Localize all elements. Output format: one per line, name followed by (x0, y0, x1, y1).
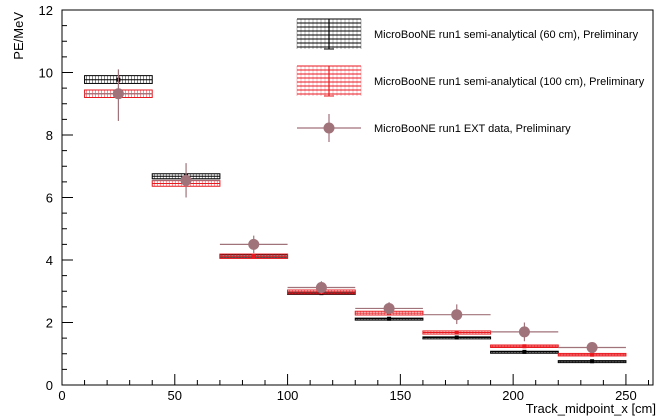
legend-entry: MicroBooNE run1 semi-analytical (100 cm)… (296, 65, 645, 97)
legend-label: MicroBooNE run1 semi-analytical (60 cm),… (374, 29, 639, 41)
legend-entry: MicroBooNE run1 EXT data, Preliminary (297, 114, 571, 142)
plot-area (84, 69, 627, 364)
data-point (557, 352, 627, 357)
legend-label: MicroBooNE run1 semi-analytical (100 cm)… (374, 76, 645, 88)
y-tick-label: 2 (46, 316, 53, 331)
data-point (557, 359, 627, 364)
data-point (490, 322, 559, 342)
data-marker (315, 282, 327, 293)
data-point (490, 344, 559, 349)
legend: MicroBooNE run1 semi-analytical (60 cm),… (296, 18, 645, 142)
x-tick-label: 50 (168, 388, 182, 403)
data-point (422, 304, 491, 325)
data-point (219, 253, 289, 259)
y-tick-label: 8 (46, 128, 53, 143)
data-point (287, 281, 356, 294)
center-marker (454, 330, 459, 335)
x-tick-label: 200 (502, 388, 524, 403)
y-tick-label: 4 (46, 253, 53, 268)
data-point (354, 316, 424, 321)
data-point (355, 302, 423, 315)
data-point (84, 69, 153, 121)
center-marker (590, 352, 595, 357)
data-point (219, 235, 288, 254)
data-marker (383, 302, 395, 314)
center-marker (454, 335, 459, 340)
data-marker (586, 342, 598, 353)
x-axis-title: Track_midpoint_x [cm] (526, 401, 656, 416)
axes: 0 50 100 150 200 250 0 2 4 6 8 10 12 (39, 3, 654, 403)
x-tick-label: 150 (390, 388, 412, 403)
data-point (490, 349, 559, 354)
data-marker (248, 238, 260, 250)
data-point (422, 330, 492, 335)
legend-entry: MicroBooNE run1 semi-analytical (60 cm),… (296, 18, 639, 50)
data-marker (112, 88, 124, 100)
data-marker (451, 309, 463, 321)
y-tick-label: 6 (46, 191, 53, 206)
x-tick-label: 0 (58, 388, 65, 403)
y-tick-label: 10 (39, 66, 53, 81)
center-marker (522, 349, 527, 354)
y-tick-label: 12 (39, 3, 53, 18)
center-marker (522, 344, 527, 349)
x-tick-label: 250 (615, 388, 637, 403)
center-marker (387, 316, 392, 321)
center-marker (590, 359, 595, 364)
legend-marker (323, 122, 335, 134)
y-tick-label: 0 (46, 378, 53, 393)
x-tick-label: 100 (277, 388, 299, 403)
data-marker (518, 326, 530, 338)
legend-label: MicroBooNE run1 EXT data, Preliminary (374, 123, 571, 135)
data-point (422, 335, 492, 340)
data-marker (180, 174, 192, 186)
data-point (152, 163, 220, 198)
y-axis-title: PE/MeV (11, 12, 26, 60)
data-point (558, 342, 626, 353)
center-marker (251, 254, 256, 259)
